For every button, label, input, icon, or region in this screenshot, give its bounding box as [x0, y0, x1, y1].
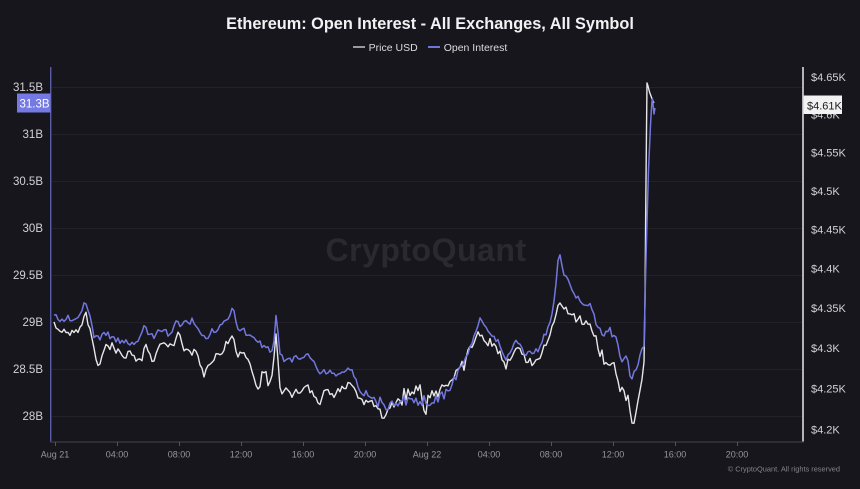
svg-text:16:00: 16:00: [292, 450, 315, 460]
svg-text:$4.45K: $4.45K: [811, 225, 847, 237]
svg-text:$4.25K: $4.25K: [811, 384, 847, 396]
svg-text:© CryptoQuant. All rights rese: © CryptoQuant. All rights reserved: [728, 465, 840, 474]
svg-text:Aug 22: Aug 22: [413, 450, 442, 460]
svg-text:08:00: 08:00: [168, 450, 191, 460]
svg-text:28B: 28B: [23, 411, 44, 423]
svg-text:12:00: 12:00: [602, 450, 625, 460]
svg-text:20:00: 20:00: [726, 450, 749, 460]
svg-text:$4.55K: $4.55K: [811, 148, 847, 160]
svg-text:31.5B: 31.5B: [13, 82, 43, 94]
svg-text:20:00: 20:00: [354, 450, 377, 460]
svg-text:31B: 31B: [23, 129, 44, 141]
svg-text:16:00: 16:00: [664, 450, 687, 460]
svg-text:04:00: 04:00: [478, 450, 501, 460]
svg-text:12:00: 12:00: [230, 450, 253, 460]
svg-text:29.5B: 29.5B: [13, 270, 43, 282]
svg-text:$4.4K: $4.4K: [811, 264, 840, 276]
svg-text:$4.65K: $4.65K: [811, 72, 847, 84]
svg-text:04:00: 04:00: [106, 450, 129, 460]
svg-text:30.5B: 30.5B: [13, 176, 43, 188]
svg-text:$4.61K: $4.61K: [807, 101, 843, 113]
svg-text:$4.2K: $4.2K: [811, 425, 840, 437]
svg-text:CryptoQuant: CryptoQuant: [325, 232, 526, 268]
svg-text:$4.35K: $4.35K: [811, 303, 847, 315]
svg-text:29B: 29B: [23, 317, 44, 329]
svg-text:28.5B: 28.5B: [13, 364, 43, 376]
svg-text:Aug 21: Aug 21: [41, 450, 70, 460]
svg-text:$4.5K: $4.5K: [811, 186, 840, 198]
svg-text:31.3B: 31.3B: [19, 99, 49, 111]
svg-text:30B: 30B: [23, 223, 44, 235]
svg-text:$4.3K: $4.3K: [811, 343, 840, 355]
svg-text:08:00: 08:00: [540, 450, 563, 460]
